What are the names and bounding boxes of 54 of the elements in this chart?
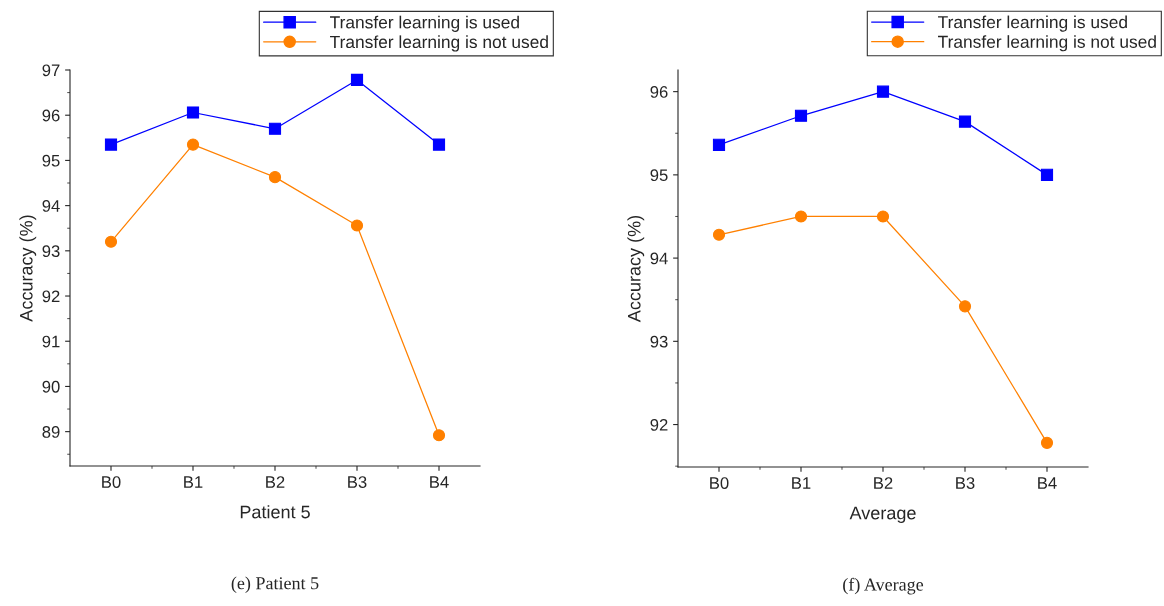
point (794, 210, 808, 223)
y-tick-label: 94 (650, 252, 668, 265)
y-tick-label: 96 (650, 86, 668, 98)
point (432, 138, 446, 151)
point (1040, 436, 1054, 449)
legend-label: Transfer learning is not used (938, 35, 1156, 52)
point (876, 210, 890, 223)
y-tick-label: 92 (42, 290, 60, 303)
point (432, 429, 446, 442)
x-tick-label: B3 (956, 477, 975, 489)
y-tick-label: 91 (42, 335, 60, 348)
x-tick-label: B4 (430, 476, 449, 488)
y-tick-label: 97 (42, 64, 60, 77)
legend-label: Transfer learning is not used (330, 35, 548, 52)
point (104, 235, 118, 248)
y-tick-label: 96 (42, 109, 60, 122)
point (1040, 168, 1054, 181)
x-tick-label: B2 (874, 477, 893, 489)
legend-label: Transfer learning is used (330, 15, 519, 32)
x-tick-label: B0 (710, 477, 729, 489)
x-tick-label: B1 (184, 476, 203, 488)
y-tick-label: 95 (650, 169, 668, 182)
point (794, 109, 808, 122)
y-tick-label: 95 (42, 154, 60, 167)
point (104, 138, 118, 151)
point (268, 171, 282, 184)
y-tick-label: 93 (650, 335, 668, 348)
point (350, 73, 364, 87)
text: (e) Patient 5 (231, 576, 319, 593)
x-tick-label: B4 (1038, 477, 1057, 489)
x-tick-label: B2 (266, 476, 285, 488)
y-axis-title: Accuracy (%) (19, 215, 37, 322)
text: (f) Average (843, 577, 924, 595)
point (186, 106, 200, 119)
y-tick-label: 90 (42, 380, 60, 393)
y-tick-label: 93 (42, 245, 60, 258)
x-tick-label: B1 (792, 477, 811, 489)
x-tick-label: B0 (102, 476, 121, 488)
x-axis-title: Average (849, 506, 916, 523)
y-tick-label: 94 (42, 200, 60, 212)
point (268, 122, 282, 135)
point (712, 138, 726, 151)
y-tick-label: 89 (42, 426, 60, 438)
point (712, 228, 726, 241)
y-axis-title: Accuracy (%) (627, 215, 645, 323)
point (958, 300, 972, 313)
x-tick-label: B3 (348, 476, 367, 488)
legend-label: Transfer learning is used (938, 15, 1127, 32)
point (876, 85, 890, 98)
x-axis-title: Patient 5 (240, 505, 310, 519)
point (350, 219, 364, 232)
y-tick-label: 92 (650, 418, 668, 431)
point (186, 138, 200, 151)
point (958, 115, 972, 128)
